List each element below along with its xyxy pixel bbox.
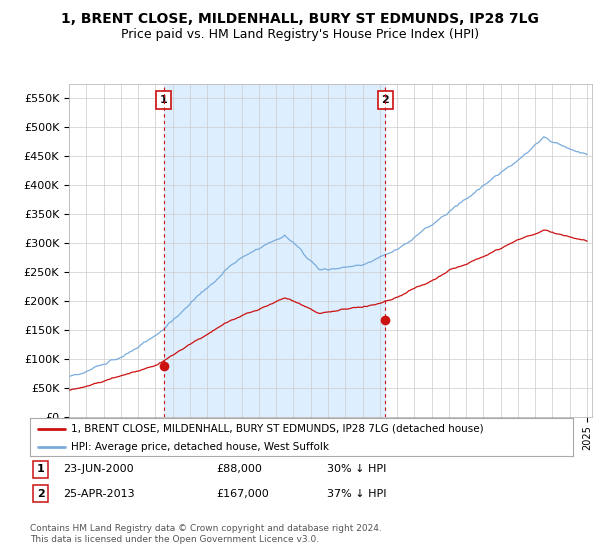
Text: Price paid vs. HM Land Registry's House Price Index (HPI): Price paid vs. HM Land Registry's House …: [121, 28, 479, 41]
Text: HPI: Average price, detached house, West Suffolk: HPI: Average price, detached house, West…: [71, 442, 329, 452]
Text: £88,000: £88,000: [216, 464, 262, 474]
Bar: [164, 84, 385, 417]
Text: This data is licensed under the Open Government Licence v3.0.: This data is licensed under the Open Gov…: [30, 535, 319, 544]
Text: 2: 2: [382, 95, 389, 105]
Text: 25-APR-2013: 25-APR-2013: [63, 489, 134, 499]
Text: 1: 1: [37, 464, 44, 474]
Text: 37% ↓ HPI: 37% ↓ HPI: [327, 489, 386, 499]
Text: 1, BRENT CLOSE, MILDENHALL, BURY ST EDMUNDS, IP28 7LG (detached house): 1, BRENT CLOSE, MILDENHALL, BURY ST EDMU…: [71, 423, 484, 433]
Text: 2: 2: [37, 489, 44, 499]
Text: 23-JUN-2000: 23-JUN-2000: [63, 464, 134, 474]
Text: Contains HM Land Registry data © Crown copyright and database right 2024.: Contains HM Land Registry data © Crown c…: [30, 524, 382, 533]
Text: 1, BRENT CLOSE, MILDENHALL, BURY ST EDMUNDS, IP28 7LG: 1, BRENT CLOSE, MILDENHALL, BURY ST EDMU…: [61, 12, 539, 26]
Text: 1: 1: [160, 95, 167, 105]
Text: 30% ↓ HPI: 30% ↓ HPI: [327, 464, 386, 474]
Text: £167,000: £167,000: [216, 489, 269, 499]
